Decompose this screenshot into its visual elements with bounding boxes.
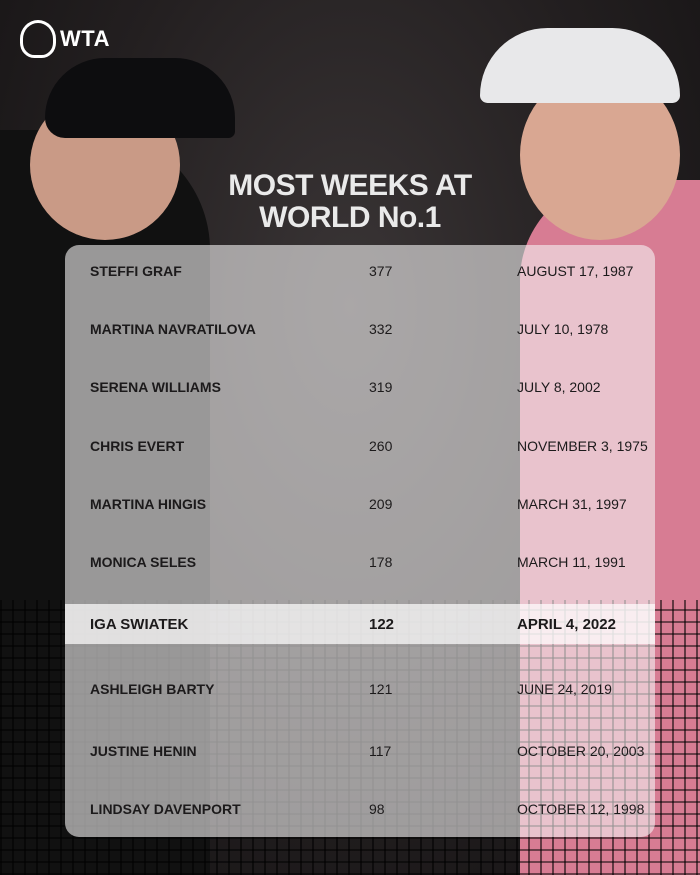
weeks-count: 178: [369, 554, 393, 570]
weeks-count: 98: [369, 801, 385, 817]
player-name: STEFFI GRAF: [90, 263, 182, 279]
first-date: MARCH 11, 1991: [517, 554, 626, 570]
first-date: JULY 10, 1978: [517, 321, 609, 337]
title-line-1: MOST WEEKS AT: [228, 169, 472, 202]
title-line-2: WORLD No.1: [259, 201, 441, 234]
first-date: OCTOBER 12, 1998: [517, 801, 645, 817]
player-name: MARTINA HINGIS: [90, 496, 207, 512]
table-row: STEFFI GRAF 377 AUGUST 17, 1987: [65, 251, 655, 291]
weeks-count: 332: [369, 321, 393, 337]
table-row: IGA SWIATEK 122 APRIL 4, 2022: [65, 604, 655, 644]
weeks-count: 319: [369, 379, 393, 395]
table-row: MARTINA NAVRATILOVA 332 JULY 10, 1978: [65, 309, 655, 349]
weeks-count: 377: [369, 263, 393, 279]
player-name: JUSTINE HENIN: [90, 743, 197, 759]
first-date: AUGUST 17, 1987: [517, 263, 634, 279]
weeks-count: 117: [369, 743, 392, 759]
player-name: SERENA WILLIAMS: [90, 379, 221, 395]
player-name: MONICA SELES: [90, 554, 197, 570]
table-row: LINDSAY DAVENPORT 98 OCTOBER 12, 1998: [65, 789, 655, 829]
first-date: JUNE 24, 2019: [517, 681, 612, 697]
player-name: IGA SWIATEK: [90, 615, 189, 633]
player-left-cap: [45, 58, 235, 138]
weeks-count: 121: [369, 681, 393, 697]
player-name: LINDSAY DAVENPORT: [90, 801, 241, 817]
first-date: MARCH 31, 1997: [517, 496, 627, 512]
first-date: JULY 8, 2002: [517, 379, 601, 395]
player-name: MARTINA NAVRATILOVA: [90, 321, 256, 337]
first-date: APRIL 4, 2022: [517, 615, 616, 633]
player-name: ASHLEIGH BARTY: [90, 681, 215, 697]
weeks-count: 260: [369, 438, 393, 454]
first-date: NOVEMBER 3, 1975: [517, 438, 648, 454]
player-name: CHRIS EVERT: [90, 438, 185, 454]
page-title: MOST WEEKS AT WORLD No.1: [0, 170, 700, 234]
table-row: MONICA SELES 178 MARCH 11, 1991: [65, 542, 655, 582]
table-row: SERENA WILLIAMS 319 JULY 8, 2002: [65, 367, 655, 407]
table-row: MARTINA HINGIS 209 MARCH 31, 1997: [65, 484, 655, 524]
weeks-count: 122: [369, 615, 395, 633]
table-row: CHRIS EVERT 260 NOVEMBER 3, 1975: [65, 426, 655, 466]
wta-player-icon: [20, 20, 56, 58]
table-row: ASHLEIGH BARTY 121 JUNE 24, 2019: [65, 669, 655, 709]
logo-text: WTA: [60, 26, 110, 51]
ranking-table: STEFFI GRAF 377 AUGUST 17, 1987 MARTINA NAV…: [65, 245, 655, 837]
wta-logo: WTA: [20, 20, 110, 58]
weeks-count: 209: [369, 496, 393, 512]
first-date: OCTOBER 20, 2003: [517, 743, 645, 759]
table-row: JUSTINE HENIN 117 OCTOBER 20, 2003: [65, 731, 655, 771]
player-right-cap: [480, 28, 680, 103]
